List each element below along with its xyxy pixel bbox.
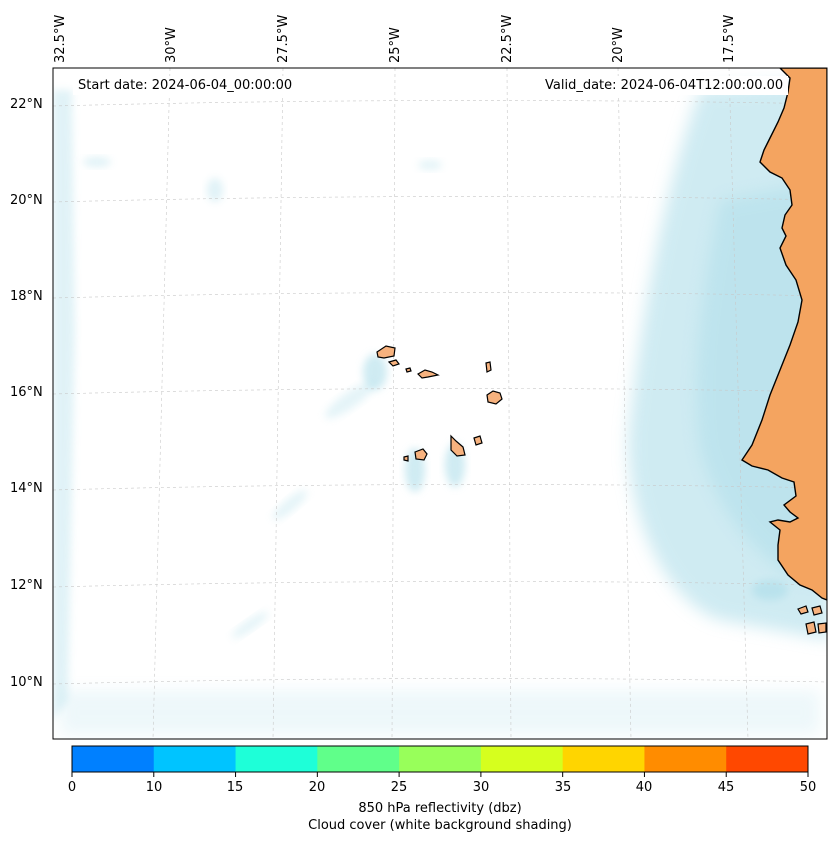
lon-label-27-5w: 27.5°W [276, 14, 291, 63]
map-frame [52, 67, 828, 740]
colorbar-segment [317, 746, 400, 772]
africa-landmass [741, 68, 827, 601]
meridian-20w [617, 68, 632, 739]
cloud-patch [60, 690, 820, 735]
parallel-16n [53, 388, 827, 395]
island-maio [473, 435, 483, 446]
colorbar-segment [72, 746, 155, 772]
cloud-patch [325, 381, 375, 419]
lat-label-20n: 20°N [10, 193, 43, 208]
island-brava [403, 455, 409, 462]
graticule [53, 68, 827, 739]
cape-verde-islands [376, 345, 827, 635]
lon-label-17-5w: 17.5°W [722, 14, 737, 63]
colorbar-segment [399, 746, 482, 772]
cloud-band-west [53, 90, 75, 720]
colorbar-segment [153, 746, 237, 772]
lon-label-22-5w: 22.5°W [500, 14, 515, 63]
cloud-patch [363, 354, 387, 390]
colorbar-segment [726, 746, 809, 772]
parallel-12n [53, 581, 827, 588]
cloud-patch [752, 580, 788, 600]
colorbar-segment [644, 746, 727, 772]
meridian-22-5w [506, 68, 512, 739]
parallel-18n [53, 292, 827, 299]
colorbar-tick-label: 45 [717, 780, 735, 795]
island-bijagos-4 [817, 622, 827, 634]
start-date-label: Start date: 2024-06-04_00:00:00 [73, 76, 298, 95]
colorbar-frame [71, 745, 809, 773]
cloud-patch [207, 178, 223, 202]
colorbar-sublabel: Cloud cover (white background shading) [308, 818, 572, 833]
cloud-patch [418, 160, 442, 170]
lat-label-18n: 18°N [10, 289, 43, 304]
meridian-27-5w [272, 68, 284, 739]
island-santo-antao [376, 345, 396, 359]
island-bijagos-3 [805, 621, 817, 635]
parallel-10n [53, 678, 827, 685]
parallel-22n [53, 100, 827, 107]
island-boa-vista [486, 390, 503, 405]
lon-label-25w: 25°W [388, 27, 403, 63]
colorbar-tick-label: 40 [635, 780, 653, 795]
cloud-patch [272, 490, 308, 520]
parallel-14n [53, 484, 827, 491]
lat-label-10n: 10°N [10, 675, 43, 690]
colorbar-segment [480, 746, 564, 772]
colorbar-tick-label: 10 [145, 780, 163, 795]
colorbar-tick-label: 20 [308, 780, 326, 795]
lat-label-16n: 16°N [10, 385, 43, 400]
colorbar-tick-label: 50 [799, 780, 817, 795]
cloud-patch [231, 611, 269, 639]
colorbar-tick-label: 25 [390, 780, 408, 795]
island-bijagos-2 [811, 605, 823, 616]
lon-label-32-5w: 32.5°W [53, 14, 68, 63]
valid-date-label: Valid_date: 2024-06-04T12:00:00.00 [540, 76, 789, 95]
colorbar-segment [562, 746, 645, 772]
lon-label-20w: 20°W [611, 27, 626, 63]
island-bijagos-1 [797, 605, 809, 615]
cloud-patch [83, 157, 111, 167]
island-santa-luzia [405, 367, 412, 373]
meridian-25w [391, 68, 396, 739]
island-sal [485, 361, 492, 373]
colorbar-tick-label: 30 [472, 780, 490, 795]
meridian-17-5w [728, 68, 749, 739]
colorbar-segment [235, 746, 318, 772]
island-santiago [450, 434, 466, 457]
colorbar-tick-label: 0 [67, 780, 77, 795]
lat-label-22n: 22°N [10, 97, 43, 112]
colorbar-label: 850 hPa reflectivity (dbz) [358, 801, 522, 816]
island-sao-vicente [387, 359, 400, 367]
lat-label-12n: 12°N [10, 578, 43, 593]
colorbar-tick-label: 15 [226, 780, 244, 795]
meridian-30w [152, 68, 171, 739]
lat-label-14n: 14°N [10, 481, 43, 496]
colorbar [71, 745, 809, 777]
parallel-20n [53, 196, 827, 203]
colorbar-tick-label: 35 [554, 780, 572, 795]
island-sao-nicolau [417, 369, 440, 379]
island-fogo [414, 448, 428, 461]
lon-label-30w: 30°W [164, 27, 179, 63]
